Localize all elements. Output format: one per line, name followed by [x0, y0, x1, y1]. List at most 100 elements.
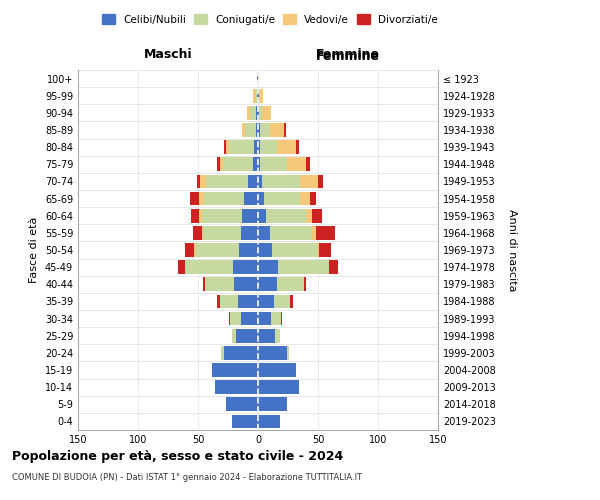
Bar — [258, 294, 274, 308]
Bar — [185, 260, 258, 274]
Bar — [178, 260, 258, 274]
Bar — [232, 414, 258, 428]
Bar — [232, 414, 258, 428]
Bar — [258, 363, 296, 377]
Bar — [200, 174, 258, 188]
Bar — [226, 140, 258, 154]
Bar — [258, 278, 277, 291]
Bar — [258, 140, 260, 154]
Bar — [258, 123, 284, 137]
Bar — [191, 209, 258, 222]
Bar — [258, 278, 306, 291]
Bar — [253, 158, 258, 171]
Bar — [258, 140, 299, 154]
Legend: Celibi/Nubili, Coniugati/e, Vedovi/e, Divorziati/e: Celibi/Nubili, Coniugati/e, Vedovi/e, Di… — [98, 10, 442, 29]
Bar — [232, 414, 258, 428]
Bar — [256, 89, 258, 102]
Bar — [258, 226, 335, 239]
Bar — [258, 346, 289, 360]
Bar — [258, 312, 281, 326]
Bar — [258, 414, 280, 428]
Bar — [258, 226, 312, 239]
Bar — [197, 174, 258, 188]
Text: Popolazione per età, sesso e stato civile - 2024: Popolazione per età, sesso e stato civil… — [12, 450, 343, 463]
Bar — [217, 294, 258, 308]
Text: Femmine: Femmine — [316, 50, 380, 63]
Bar — [258, 414, 280, 428]
Bar — [258, 380, 299, 394]
Bar — [247, 106, 258, 120]
Bar — [202, 209, 258, 222]
Bar — [247, 106, 258, 120]
Bar — [199, 192, 258, 205]
Bar — [242, 209, 258, 222]
Bar — [258, 192, 316, 205]
Bar — [258, 209, 322, 222]
Bar — [215, 380, 258, 394]
Bar — [258, 174, 300, 188]
Bar — [203, 278, 258, 291]
Bar — [212, 363, 258, 377]
Bar — [258, 106, 271, 120]
Bar — [220, 294, 258, 308]
Bar — [258, 398, 287, 411]
Bar — [258, 414, 280, 428]
Bar — [258, 106, 262, 120]
Bar — [185, 260, 258, 274]
Bar — [212, 363, 258, 377]
Bar — [257, 72, 258, 86]
Bar — [239, 243, 258, 257]
Bar — [202, 226, 258, 239]
Bar — [232, 329, 258, 342]
Bar — [258, 158, 260, 171]
Bar — [242, 123, 258, 137]
Bar — [257, 72, 258, 86]
Bar — [258, 123, 286, 137]
Bar — [224, 140, 258, 154]
Bar — [258, 158, 310, 171]
Bar — [238, 294, 258, 308]
Bar — [258, 294, 290, 308]
Bar — [206, 174, 258, 188]
Bar — [226, 398, 258, 411]
Bar — [258, 278, 304, 291]
Bar — [258, 89, 263, 102]
Bar — [258, 363, 296, 377]
Bar — [258, 243, 331, 257]
Bar — [258, 329, 280, 342]
Bar — [232, 329, 258, 342]
Bar — [258, 398, 287, 411]
Bar — [242, 123, 258, 137]
Bar — [258, 260, 329, 274]
Bar — [226, 398, 258, 411]
Bar — [258, 140, 296, 154]
Bar — [258, 380, 299, 394]
Bar — [258, 174, 323, 188]
Bar — [196, 243, 258, 257]
Bar — [258, 346, 289, 360]
Bar — [244, 192, 258, 205]
Bar — [258, 106, 271, 120]
Bar — [258, 174, 318, 188]
Bar — [204, 192, 258, 205]
Bar — [258, 72, 259, 86]
Bar — [253, 89, 258, 102]
Bar — [223, 158, 258, 171]
Bar — [258, 106, 259, 120]
Bar — [258, 346, 289, 360]
Bar — [221, 346, 258, 360]
Bar — [220, 294, 258, 308]
Bar — [220, 158, 258, 171]
Bar — [236, 329, 258, 342]
Bar — [250, 106, 258, 120]
Bar — [234, 278, 258, 291]
Bar — [258, 158, 306, 171]
Bar — [215, 380, 258, 394]
Bar — [205, 278, 258, 291]
Bar — [258, 226, 316, 239]
Bar — [258, 209, 306, 222]
Bar — [258, 260, 338, 274]
Bar — [226, 398, 258, 411]
Bar — [258, 89, 259, 102]
Text: COMUNE DI BUDOIA (PN) - Dati ISTAT 1° gennaio 2024 - Elaborazione TUTTITALIA.IT: COMUNE DI BUDOIA (PN) - Dati ISTAT 1° ge… — [12, 472, 362, 482]
